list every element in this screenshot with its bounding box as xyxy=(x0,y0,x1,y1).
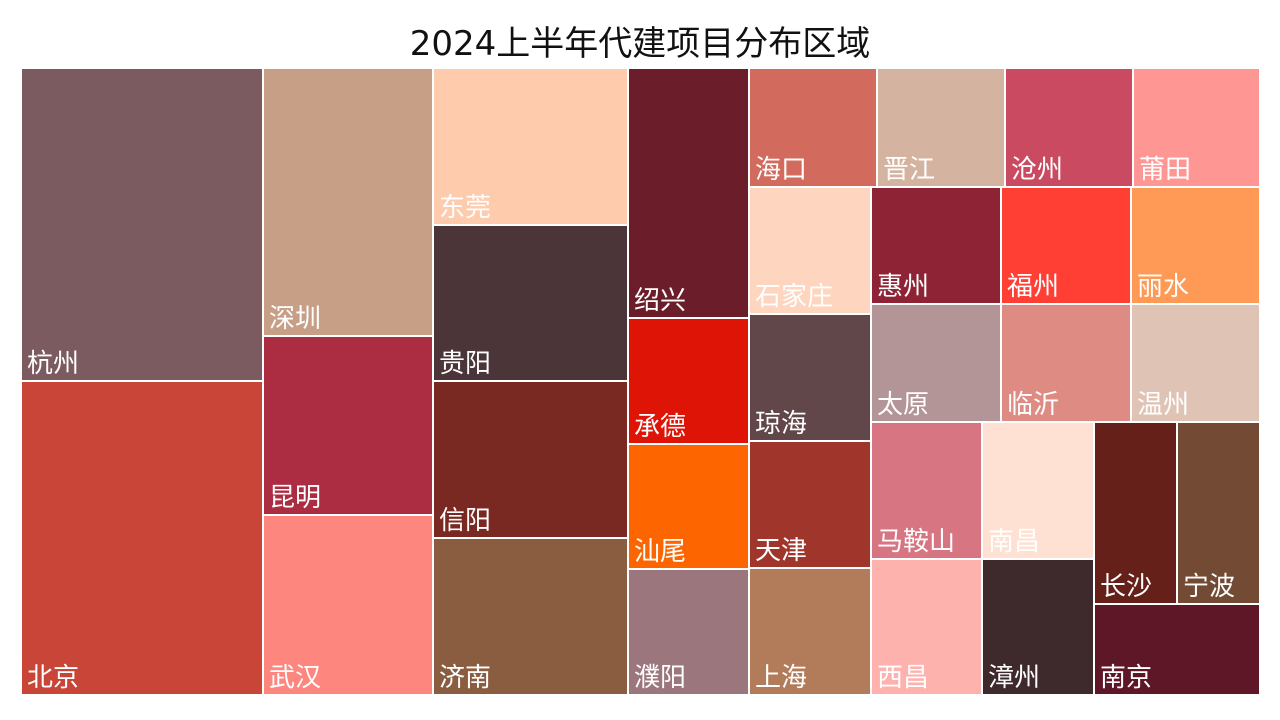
tile-rect xyxy=(1130,303,1261,423)
tile-rect xyxy=(1093,603,1261,696)
tile-label: 惠州 xyxy=(877,272,929,302)
tile-rect xyxy=(627,443,750,570)
tile-rect xyxy=(870,558,983,696)
tile-11: 汕尾 xyxy=(627,443,750,570)
tile-2: 深圳 xyxy=(262,67,434,337)
tile-label: 汕尾 xyxy=(634,537,686,567)
tile-label: 长沙 xyxy=(1100,572,1152,602)
tile-23: 丽水 xyxy=(1130,186,1261,305)
tile-rect xyxy=(432,537,629,696)
tile-rect xyxy=(262,514,434,696)
tile-label: 信阳 xyxy=(439,506,491,536)
tile-label: 南昌 xyxy=(988,527,1040,557)
tile-label: 太原 xyxy=(877,390,929,420)
tile-29: 西昌 xyxy=(870,558,983,696)
tile-rect xyxy=(627,67,750,319)
tile-5: 东莞 xyxy=(432,67,629,226)
tile-rect xyxy=(627,317,750,445)
tile-18: 晋江 xyxy=(876,67,1006,188)
tile-label: 武汉 xyxy=(269,663,321,693)
tile-0: 杭州 xyxy=(20,67,264,382)
tile-label: 西昌 xyxy=(877,663,929,693)
tile-rect xyxy=(1132,67,1261,188)
tile-label: 杭州 xyxy=(27,349,79,379)
tile-label: 海口 xyxy=(755,155,807,185)
tile-rect xyxy=(870,421,983,560)
tile-label: 东莞 xyxy=(439,193,491,223)
tile-rect xyxy=(981,421,1095,560)
tile-label: 临沂 xyxy=(1007,390,1059,420)
tile-label: 濮阳 xyxy=(634,663,686,693)
tile-6: 贵阳 xyxy=(432,224,629,382)
tile-rect xyxy=(20,380,264,696)
tile-10: 承德 xyxy=(627,317,750,445)
tile-24: 太原 xyxy=(870,303,1002,423)
tile-label: 南京 xyxy=(1100,663,1152,693)
tile-17: 海口 xyxy=(748,67,878,188)
tile-15: 天津 xyxy=(748,440,872,569)
tile-label: 承德 xyxy=(634,412,686,442)
tile-rect xyxy=(432,67,629,226)
tile-label: 绍兴 xyxy=(634,286,686,316)
tile-rect xyxy=(20,67,264,382)
tile-rect xyxy=(876,67,1006,188)
tile-rect xyxy=(262,67,434,337)
tile-label: 沧州 xyxy=(1011,155,1063,185)
tile-rect xyxy=(1176,421,1261,605)
tile-16: 上海 xyxy=(748,567,872,696)
tile-31: 长沙 xyxy=(1093,421,1178,605)
tile-8: 济南 xyxy=(432,537,629,696)
tile-label: 漳州 xyxy=(988,663,1040,693)
tile-label: 丽水 xyxy=(1137,272,1189,302)
tile-label: 贵阳 xyxy=(439,349,491,379)
tile-rect xyxy=(748,67,878,188)
chart-title: 2024上半年代建项目分布区域 xyxy=(409,24,871,64)
tile-26: 温州 xyxy=(1130,303,1261,423)
tile-rect xyxy=(1000,303,1132,423)
tile-22: 福州 xyxy=(1000,186,1132,305)
tile-rect xyxy=(748,440,872,569)
tile-12: 濮阳 xyxy=(627,568,750,696)
tile-label: 宁波 xyxy=(1183,572,1235,602)
tile-30: 漳州 xyxy=(981,558,1095,696)
tile-9: 绍兴 xyxy=(627,67,750,319)
tile-rect xyxy=(1000,186,1132,305)
tile-28: 南昌 xyxy=(981,421,1095,560)
tile-rect xyxy=(870,303,1002,423)
tile-21: 惠州 xyxy=(870,186,1002,305)
tile-label: 天津 xyxy=(755,536,807,566)
tile-1: 北京 xyxy=(20,380,264,696)
tile-label: 晋江 xyxy=(883,155,935,185)
tile-label: 济南 xyxy=(439,663,491,693)
tile-3: 昆明 xyxy=(262,335,434,516)
tile-14: 琼海 xyxy=(748,313,872,442)
tile-label: 温州 xyxy=(1137,390,1189,420)
tile-label: 马鞍山 xyxy=(877,527,955,557)
tile-rect xyxy=(748,567,872,696)
tile-rect xyxy=(1130,186,1261,305)
tile-27: 马鞍山 xyxy=(870,421,983,560)
tile-7: 信阳 xyxy=(432,380,629,539)
tile-rect xyxy=(262,335,434,516)
tile-label: 石家庄 xyxy=(755,282,833,312)
tile-label: 上海 xyxy=(755,663,807,693)
tile-32: 宁波 xyxy=(1176,421,1261,605)
tile-25: 临沂 xyxy=(1000,303,1132,423)
tile-20: 莆田 xyxy=(1132,67,1261,188)
tile-13: 石家庄 xyxy=(748,186,872,315)
tile-19: 沧州 xyxy=(1004,67,1134,188)
tile-rect xyxy=(870,186,1002,305)
tile-label: 莆田 xyxy=(1139,155,1191,185)
tile-rect xyxy=(432,224,629,382)
tile-4: 武汉 xyxy=(262,514,434,696)
tile-33: 南京 xyxy=(1093,603,1261,696)
tile-label: 北京 xyxy=(27,663,79,693)
tile-label: 福州 xyxy=(1007,272,1059,302)
tile-rect xyxy=(627,568,750,696)
tile-label: 琼海 xyxy=(755,409,807,439)
tile-label: 深圳 xyxy=(269,304,321,334)
tile-rect xyxy=(1004,67,1134,188)
tile-label: 昆明 xyxy=(269,483,321,513)
